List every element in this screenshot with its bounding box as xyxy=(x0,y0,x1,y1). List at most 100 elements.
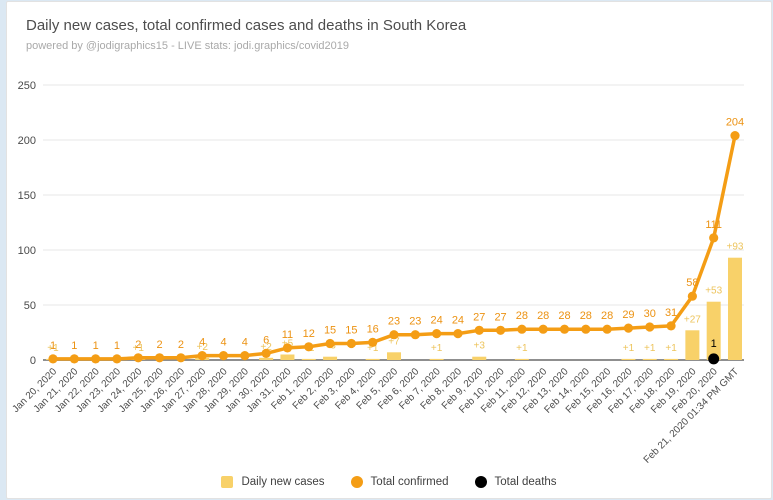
total-confirmed-label: 1 xyxy=(71,340,77,352)
total-confirmed-label: 12 xyxy=(303,328,315,340)
total-confirmed-point[interactable] xyxy=(176,353,186,363)
total-confirmed-label: 24 xyxy=(431,315,443,327)
total-confirmed-point[interactable] xyxy=(325,338,335,349)
daily-new-cases-label: +1 xyxy=(47,343,59,354)
total-confirmed-point[interactable] xyxy=(197,351,207,361)
total-confirmed-point[interactable] xyxy=(304,342,314,352)
bar-daily-new-cases[interactable] xyxy=(323,356,338,360)
total-confirmed-label: 28 xyxy=(580,310,592,322)
total-confirmed-point[interactable] xyxy=(666,321,676,331)
total-confirmed-label: 28 xyxy=(537,310,549,322)
total-confirmed-point[interactable] xyxy=(154,353,165,363)
daily-new-cases-label: +1 xyxy=(133,343,145,354)
total-confirmed-point[interactable] xyxy=(517,324,527,334)
legend-item-total-confirmed[interactable]: Total confirmed xyxy=(350,476,449,488)
total-confirmed-label: 1 xyxy=(114,340,120,352)
daily-new-cases-label: +27 xyxy=(684,314,701,325)
total-confirmed-point[interactable] xyxy=(346,338,356,349)
total-confirmed-label: 24 xyxy=(452,315,464,327)
y-axis-tick-label: 50 xyxy=(24,300,36,312)
bar-daily-new-cases[interactable] xyxy=(514,358,529,360)
total-confirmed-label: 11 xyxy=(282,329,293,341)
bar-daily-new-cases[interactable] xyxy=(664,358,679,360)
total-confirmed-label: 4 xyxy=(220,337,226,349)
chart-card: Daily new cases, total confirmed cases a… xyxy=(6,1,772,499)
total-confirmed-label: 28 xyxy=(558,310,570,322)
legend-label: Total deaths xyxy=(494,476,557,488)
bar-daily-new-cases[interactable] xyxy=(728,257,742,360)
total-confirmed-point[interactable] xyxy=(623,323,634,333)
total-confirmed-label: 15 xyxy=(324,325,336,337)
total-confirmed-point[interactable] xyxy=(581,324,591,334)
legend-item-daily-new-cases[interactable]: Daily new cases xyxy=(221,476,325,488)
bar-daily-new-cases[interactable] xyxy=(280,354,295,361)
total-confirmed-label: 111 xyxy=(705,219,722,231)
total-confirmed-label: 23 xyxy=(388,316,400,328)
total-confirmed-point[interactable] xyxy=(133,353,143,363)
total-confirmed-label: 31 xyxy=(665,307,677,319)
bar-daily-new-cases[interactable] xyxy=(706,301,721,360)
total-confirmed-point[interactable] xyxy=(495,325,506,335)
daily-new-cases-label: +1 xyxy=(644,343,656,354)
bar-daily-new-cases[interactable] xyxy=(685,330,700,360)
total-confirmed-label: 2 xyxy=(135,339,141,351)
total-confirmed-point[interactable] xyxy=(218,351,229,361)
daily-new-cases-label: +2 xyxy=(196,342,208,353)
total-confirmed-point[interactable] xyxy=(687,291,697,301)
total-confirmed-label: 30 xyxy=(644,308,656,320)
legend-swatch-icon xyxy=(474,476,487,488)
total-confirmed-label: 1 xyxy=(93,340,99,352)
chart-canvas: 050100150200250+1+1+2+2+5+1+3+1+7+1+3+1+… xyxy=(10,80,744,466)
bar-daily-new-cases[interactable] xyxy=(387,352,401,360)
total-confirmed-point[interactable] xyxy=(48,354,58,364)
total-confirmed-point[interactable] xyxy=(538,324,548,334)
y-axis-tick-label: 200 xyxy=(18,135,36,147)
daily-new-cases-label: +53 xyxy=(705,286,722,297)
total-confirmed-point[interactable] xyxy=(645,322,655,332)
daily-new-cases-label: +2 xyxy=(260,342,272,353)
total-confirmed-point[interactable] xyxy=(282,343,293,353)
total-confirmed-point[interactable] xyxy=(410,330,420,340)
chart-subtitle: powered by @jodigraphics15 - LIVE stats:… xyxy=(26,40,350,52)
total-confirmed-point[interactable] xyxy=(709,233,719,243)
total-confirmed-label: 28 xyxy=(601,310,613,322)
daily-new-cases-label: +1 xyxy=(516,343,528,354)
bar-daily-new-cases[interactable] xyxy=(259,357,274,360)
daily-new-cases-label: +1 xyxy=(431,343,443,354)
total-confirmed-label: 29 xyxy=(622,309,634,321)
total-confirmed-point[interactable] xyxy=(112,354,122,364)
total-confirmed-point[interactable] xyxy=(602,324,612,334)
total-confirmed-label: 204 xyxy=(726,117,744,129)
chart-header: Daily new cases, total confirmed cases a… xyxy=(26,16,466,52)
total-confirmed-label: 23 xyxy=(409,316,421,328)
total-confirmed-label: 6 xyxy=(263,334,269,346)
bar-daily-new-cases[interactable] xyxy=(301,358,316,360)
total-deaths-point[interactable] xyxy=(708,353,720,365)
total-confirmed-point[interactable] xyxy=(389,330,399,340)
total-confirmed-point[interactable] xyxy=(453,329,463,339)
y-axis-tick-label: 150 xyxy=(18,190,36,202)
daily-new-cases-label: +1 xyxy=(623,343,635,354)
total-confirmed-point[interactable] xyxy=(91,354,101,364)
total-confirmed-label: 4 xyxy=(199,337,205,349)
legend-label: Total confirmed xyxy=(370,476,449,488)
legend-item-total-deaths[interactable]: Total deaths xyxy=(474,476,557,488)
total-confirmed-point[interactable] xyxy=(261,348,271,358)
total-deaths-label: 1 xyxy=(711,338,717,350)
total-confirmed-label: 16 xyxy=(367,323,379,335)
total-confirmed-point[interactable] xyxy=(368,337,378,347)
chart-title: Daily new cases, total confirmed cases a… xyxy=(26,17,467,34)
bar-daily-new-cases[interactable] xyxy=(429,358,444,360)
bar-daily-new-cases[interactable] xyxy=(365,358,380,360)
bar-daily-new-cases[interactable] xyxy=(621,358,636,360)
total-confirmed-point[interactable] xyxy=(69,354,79,364)
total-confirmed-point[interactable] xyxy=(474,325,484,335)
daily-new-cases-label: +7 xyxy=(388,336,400,347)
total-confirmed-point[interactable] xyxy=(432,329,442,339)
total-confirmed-point[interactable] xyxy=(730,131,740,141)
total-confirmed-point[interactable] xyxy=(559,324,570,334)
total-confirmed-point[interactable] xyxy=(240,351,250,361)
daily-new-cases-label: +1 xyxy=(367,343,379,354)
bar-daily-new-cases[interactable] xyxy=(642,358,657,360)
bar-daily-new-cases[interactable] xyxy=(472,356,487,360)
